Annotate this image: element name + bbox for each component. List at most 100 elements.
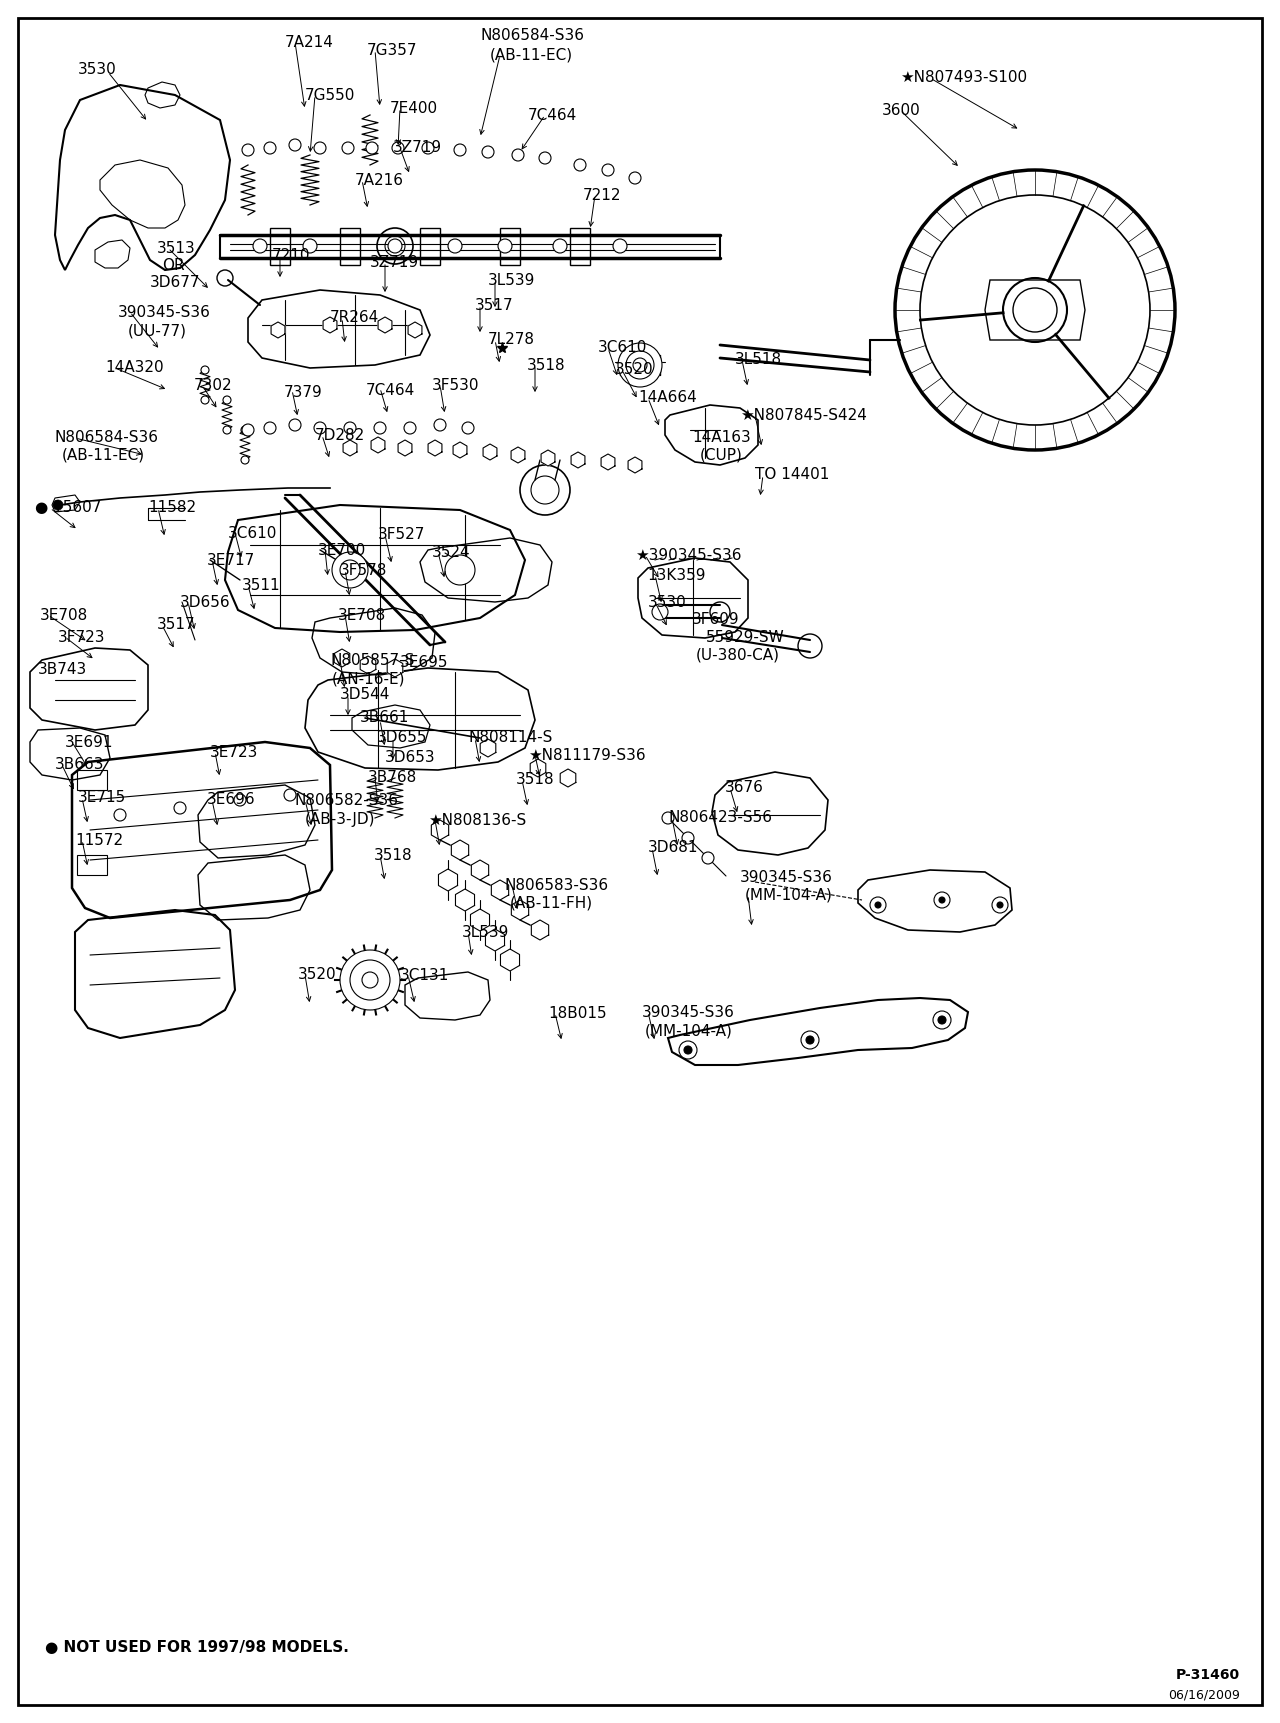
Text: 390345-S36: 390345-S36 [118,305,211,320]
Text: (CUP): (CUP) [700,448,742,463]
Text: 390345-S36: 390345-S36 [740,870,833,886]
Text: 390345-S36: 390345-S36 [643,1005,735,1020]
Circle shape [454,145,466,157]
Text: 3B768: 3B768 [369,770,417,786]
Text: 7D282: 7D282 [315,427,365,443]
Polygon shape [500,949,520,972]
Text: 3520: 3520 [614,362,654,377]
Text: 7G357: 7G357 [367,43,417,59]
Circle shape [684,1046,692,1054]
Circle shape [344,422,356,434]
Text: 3B661: 3B661 [360,710,410,725]
Polygon shape [471,910,489,930]
Polygon shape [530,760,545,777]
Polygon shape [271,322,285,338]
Polygon shape [541,450,556,465]
Polygon shape [431,820,449,841]
Text: (AB-11-FH): (AB-11-FH) [509,896,593,911]
Text: 7212: 7212 [582,188,622,203]
Text: 3524: 3524 [433,544,471,560]
Text: 14A320: 14A320 [105,360,164,376]
Circle shape [434,419,445,431]
Circle shape [342,141,355,153]
Circle shape [445,555,475,586]
Text: N806584-S36: N806584-S36 [480,28,584,43]
Circle shape [340,560,360,581]
Text: 18B015: 18B015 [548,1006,607,1022]
Text: 3E696: 3E696 [207,793,256,806]
Circle shape [448,239,462,253]
Text: 3518: 3518 [374,848,412,863]
Circle shape [201,365,209,374]
Text: 7E400: 7E400 [390,102,438,115]
Text: 3518: 3518 [527,358,566,372]
Text: 3F527: 3F527 [378,527,425,543]
Polygon shape [531,920,549,941]
Text: 3513: 3513 [157,241,196,257]
Text: N806423-S56: N806423-S56 [668,810,772,825]
Text: 3D656: 3D656 [180,594,230,610]
Text: N806582-S36: N806582-S36 [294,793,399,808]
Polygon shape [343,439,357,457]
Text: (MM-104-A): (MM-104-A) [645,1023,733,1037]
Text: N806583-S36: N806583-S36 [506,879,609,893]
Text: 7R264: 7R264 [330,310,379,326]
Text: 3600: 3600 [882,103,920,117]
Bar [340,227,360,265]
Text: 11572: 11572 [76,832,123,848]
Circle shape [52,500,63,510]
Circle shape [933,1011,951,1029]
Text: 3Z719: 3Z719 [393,140,442,155]
Text: ● NOT USED FOR 1997/98 MODELS.: ● NOT USED FOR 1997/98 MODELS. [45,1640,349,1656]
Text: 55929-SW: 55929-SW [707,631,785,644]
Circle shape [940,898,945,903]
Circle shape [392,141,404,153]
Bar [500,227,520,265]
Text: (AN-16-E): (AN-16-E) [332,670,406,686]
Text: 3C610: 3C610 [598,339,648,355]
Polygon shape [602,453,614,470]
Circle shape [303,239,317,253]
Circle shape [242,424,253,436]
Circle shape [362,972,378,987]
Polygon shape [456,889,475,911]
Circle shape [374,422,387,434]
Text: 3D544: 3D544 [340,687,390,701]
Circle shape [997,903,1004,908]
Circle shape [539,152,550,164]
Text: 7L278: 7L278 [488,333,535,346]
Polygon shape [360,656,376,674]
Circle shape [938,1017,946,1023]
Text: 3B663: 3B663 [55,756,105,772]
Text: 3518: 3518 [516,772,554,787]
Polygon shape [628,457,643,474]
Text: ★390345-S36: ★390345-S36 [635,548,741,563]
Text: N806584-S36: N806584-S36 [55,431,159,445]
Polygon shape [453,443,467,458]
Circle shape [682,832,694,844]
Polygon shape [492,880,508,899]
Polygon shape [483,445,497,460]
Circle shape [553,239,567,253]
Text: 3D677: 3D677 [150,276,201,289]
Text: ★N808136-S: ★N808136-S [428,813,526,829]
Circle shape [801,1030,819,1049]
Text: 3F609: 3F609 [692,612,740,627]
Text: N805857-S: N805857-S [330,653,415,669]
Bar [77,770,108,791]
Circle shape [652,605,668,620]
Circle shape [422,141,434,153]
Text: 06/16/2009: 06/16/2009 [1169,1689,1240,1701]
Circle shape [618,343,662,388]
Circle shape [264,141,276,153]
Text: TO 14401: TO 14401 [755,467,829,482]
Polygon shape [371,438,385,453]
Text: 3F723: 3F723 [58,631,105,644]
Circle shape [264,422,276,434]
Polygon shape [511,899,529,920]
Circle shape [512,148,524,160]
Circle shape [404,422,416,434]
Circle shape [388,239,402,253]
Bar [270,227,291,265]
Circle shape [634,358,646,372]
